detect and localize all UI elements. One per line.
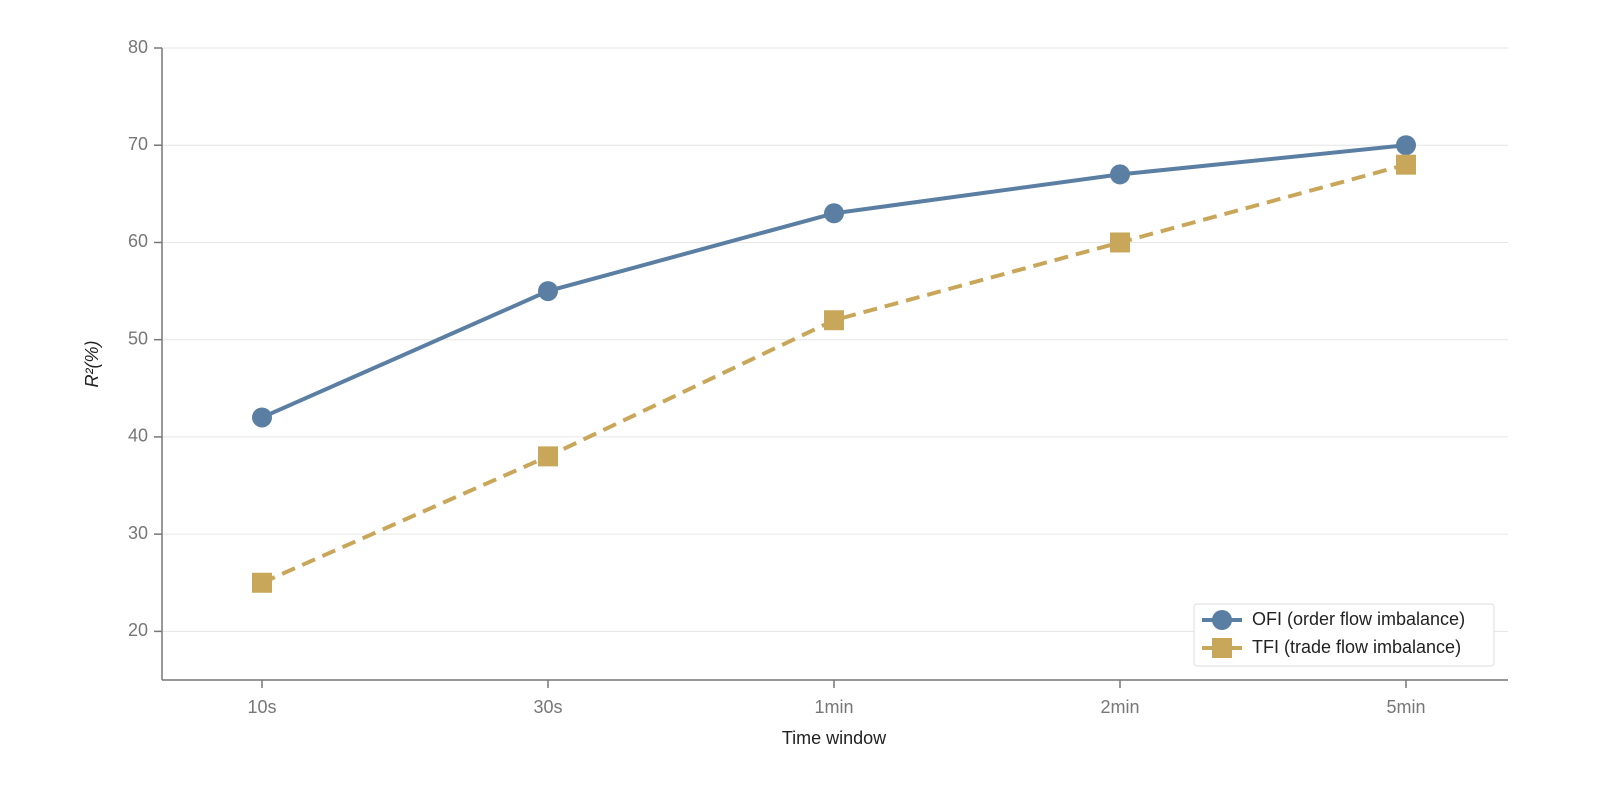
y-tick-label: 40 [128, 426, 148, 446]
marker [824, 203, 844, 224]
marker [1110, 164, 1130, 185]
y-tick-label: 30 [128, 523, 148, 543]
marker [1396, 154, 1416, 175]
y-axis-label: R²(%) [82, 341, 102, 388]
marker [1212, 638, 1232, 658]
x-tick-label: 5min [1386, 697, 1425, 717]
marker [1110, 232, 1130, 253]
x-axis-label: Time window [782, 728, 887, 748]
marker [824, 310, 844, 331]
marker [1212, 610, 1232, 630]
y-tick-label: 60 [128, 231, 148, 251]
y-tick-label: 20 [128, 620, 148, 640]
marker [252, 407, 272, 428]
marker [538, 281, 558, 302]
marker [538, 446, 558, 467]
legend: OFI (order flow imbalance) TFI (trade flo… [1193, 603, 1495, 667]
marker [1396, 135, 1416, 156]
x-tick-label: 1min [814, 697, 853, 717]
x-tick-label: 10s [247, 697, 276, 717]
y-tick-label: 50 [128, 328, 148, 348]
series-line [261, 143, 1407, 420]
marker [252, 572, 272, 593]
y-tick-label: 70 [128, 134, 148, 154]
x-tick-label: 30s [533, 697, 562, 717]
series-line [261, 162, 1407, 585]
x-tick-label: 2min [1100, 697, 1139, 717]
legend-box [1193, 603, 1495, 667]
legend-label: OFI (order flow imbalance) [1252, 609, 1465, 629]
legend-label: TFI (trade flow imbalance) [1252, 637, 1461, 657]
y-tick-label: 80 [128, 37, 148, 57]
